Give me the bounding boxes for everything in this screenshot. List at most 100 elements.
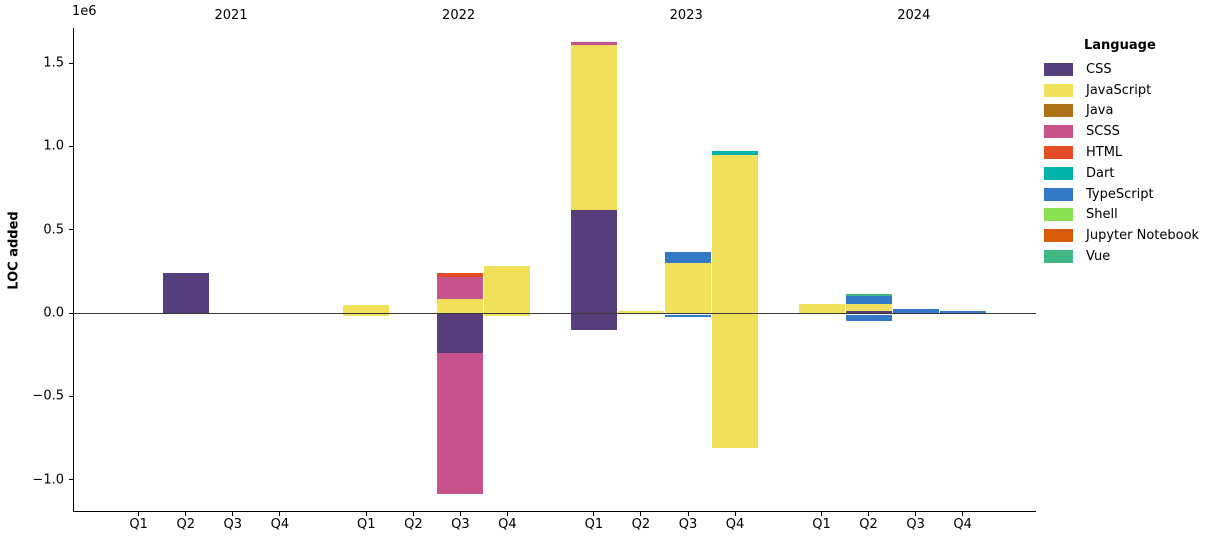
legend-swatch-icon: [1044, 146, 1073, 160]
legend-item: TypeScript: [1044, 184, 1199, 205]
x-tick-mark: [412, 512, 414, 516]
x-tick-mark: [687, 512, 689, 516]
bar-segment-2024-Q4-typescript: [939, 310, 986, 313]
bar-segment-2022-Q3-scss: [437, 277, 484, 299]
legend-swatch-icon: [1044, 83, 1073, 97]
x-tick-label: Q2: [404, 517, 423, 532]
y-tick-mark: [69, 395, 73, 397]
bar-segment-2022-Q3-css: [437, 313, 484, 353]
y-tick-mark: [69, 229, 73, 231]
legend-label: TypeScript: [1086, 186, 1154, 202]
y-tick-label: 0.0: [43, 305, 64, 321]
bar-segment-2024-Q2-typescript: [845, 315, 892, 321]
bar-segment-2023-Q4-javascript: [712, 155, 759, 448]
bar-segment-2021-Q2-css: [162, 273, 209, 313]
legend-title: Language: [1084, 38, 1156, 53]
legend-items: CSS JavaScript Java SCSS HTML Dart TypeScript S…: [1044, 59, 1199, 267]
bar-segment-2022-Q4-javascript: [484, 266, 531, 317]
x-tick-label: Q4: [953, 517, 972, 532]
bar-segment-2024-Q2-javascript: [845, 303, 892, 311]
x-tick-label: Q1: [812, 517, 831, 532]
legend-item: HTML: [1044, 142, 1199, 163]
year-label: 2021: [214, 8, 248, 23]
legend-label: Dart: [1086, 165, 1115, 181]
bar-segment-2023-Q4-dart: [712, 151, 759, 155]
x-tick-label: Q3: [678, 517, 698, 532]
y-tick-mark: [69, 312, 73, 314]
y-tick-label: 1.5: [43, 55, 64, 71]
legend-label: HTML: [1086, 145, 1123, 161]
legend-item: Vue: [1044, 246, 1199, 267]
x-tick-mark: [868, 512, 870, 516]
y-tick-mark: [69, 145, 73, 147]
bar-segment-2023-Q1-scss: [570, 41, 617, 45]
y-tick-label: 1.0: [43, 138, 64, 154]
legend-swatch-icon: [1044, 62, 1073, 76]
bar-segment-2022-Q3-html: [437, 273, 484, 277]
y-tick-label: −1.0: [32, 472, 64, 488]
x-tick-mark: [459, 512, 461, 516]
y-tick-mark: [69, 62, 73, 64]
legend-swatch-icon: [1044, 208, 1073, 222]
year-label: 2023: [669, 8, 703, 23]
x-tick-label: Q4: [270, 517, 290, 532]
legend-label: SCSS: [1086, 124, 1120, 140]
legend-item: Dart: [1044, 163, 1199, 184]
x-tick-mark: [365, 512, 367, 516]
x-tick-label: Q3: [223, 517, 243, 532]
x-tick-label: Q4: [725, 517, 745, 532]
x-tick-mark: [185, 512, 187, 516]
legend-swatch-icon: [1044, 250, 1073, 264]
bar-segment-2023-Q3-typescript: [665, 252, 711, 263]
legend-item: CSS: [1044, 59, 1199, 80]
bar-segment-2024-Q1-javascript: [798, 303, 845, 313]
legend-label: Shell: [1086, 207, 1118, 223]
plot-area: [73, 28, 1035, 512]
bar-segment-2022-Q3-scss: [437, 353, 484, 494]
legend-swatch-icon: [1044, 104, 1073, 118]
x-tick-mark: [593, 512, 595, 516]
bar-segment-2022-Q3-javascript: [437, 298, 484, 313]
year-label: 2024: [897, 8, 931, 23]
bar-segment-2023-Q2-javascript: [617, 311, 664, 313]
legend-item: Java: [1044, 101, 1199, 122]
y-tick-mark: [69, 479, 73, 481]
legend-swatch-icon: [1044, 187, 1073, 201]
zero-line: [73, 312, 1036, 314]
legend-label: CSS: [1086, 61, 1112, 77]
y-tick-label: −0.5: [32, 388, 64, 404]
x-tick-label: Q4: [498, 517, 517, 532]
legend-label: JavaScript: [1086, 82, 1152, 98]
legend-item: Jupyter Notebook: [1044, 225, 1199, 246]
y-tick-label: 0.5: [43, 222, 64, 238]
x-tick-mark: [962, 512, 964, 516]
x-tick-mark: [915, 512, 917, 516]
bar-segment-2024-Q2-vue: [845, 293, 892, 296]
x-tick-mark: [138, 512, 140, 516]
x-tick-label: Q1: [584, 517, 604, 532]
x-tick-label: Q1: [357, 517, 376, 532]
year-label: 2022: [442, 8, 476, 23]
legend-swatch-icon: [1044, 229, 1073, 243]
x-tick-label: Q3: [906, 517, 925, 532]
x-tick-mark: [232, 512, 234, 516]
bar-segment-2023-Q3-typescript: [665, 315, 711, 317]
y-axis-offset-label: 1e6: [72, 4, 97, 19]
legend-item: Shell: [1044, 205, 1199, 226]
x-tick-mark: [734, 512, 736, 516]
bar-segment-2023-Q1-css: [570, 209, 617, 331]
bar-segment-2024-Q3-typescript: [892, 308, 939, 313]
bar-segment-2024-Q2-typescript: [845, 295, 892, 304]
x-tick-mark: [506, 512, 508, 516]
x-tick-label: Q2: [176, 517, 196, 532]
x-tick-mark: [640, 512, 642, 516]
x-axis-spine: [73, 511, 1036, 512]
x-tick-label: Q2: [859, 517, 878, 532]
legend-swatch-icon: [1044, 125, 1073, 139]
y-axis-spine: [73, 28, 74, 512]
x-tick-label: Q2: [631, 517, 651, 532]
x-tick-label: Q3: [451, 517, 470, 532]
legend: Language CSS JavaScript Java SCSS HTML Dart Ty…: [1044, 38, 1199, 267]
legend-label: Java: [1086, 103, 1114, 119]
